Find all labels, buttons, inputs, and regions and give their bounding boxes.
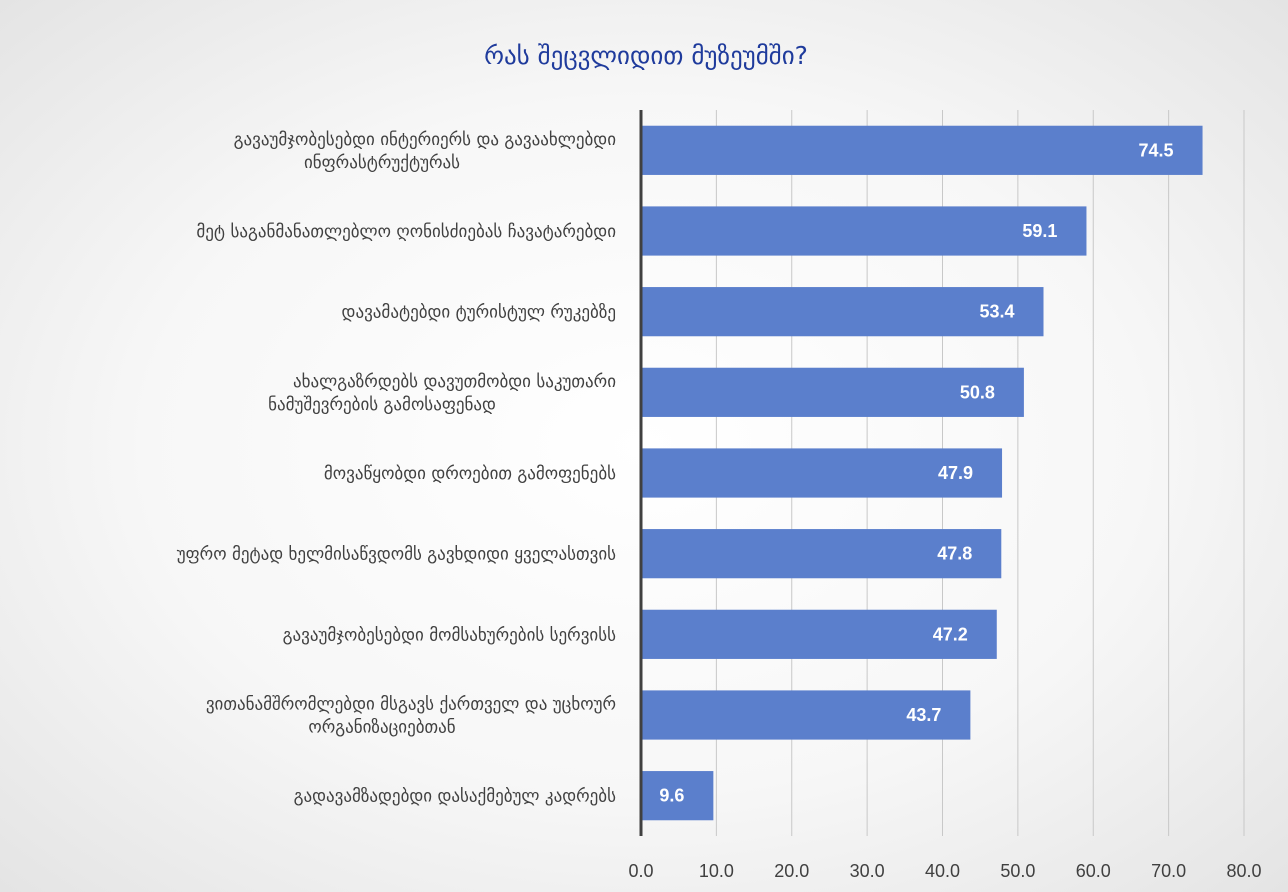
category-label: დავამატებდი ტურისტულ რუკებზე [342,303,616,323]
x-tick-label: 20.0 [774,861,809,881]
category-label: ვითანამშრომლებდი მსგავს ქართველ და უცხოუ… [206,695,616,715]
category-label: მეტ საგანმანათლებლო ღონისძიებას ჩავატარე… [196,222,616,242]
x-tick-label: 80.0 [1226,861,1261,881]
data-label: 43.7 [906,705,941,725]
category-label: ახალგაზრდებს დავუთმობდი საკუთარი [293,372,616,392]
category-label: უფრო მეტად ხელმისაწვდომს გავხდიდი ყველას… [177,545,616,565]
data-label: 74.5 [1138,140,1173,160]
category-label: ნამუშევრების გამოსაფენად [268,395,496,415]
bar [641,125,1203,175]
category-label: გავაუმჯობესებდი ინტერიერს და გავაახლებდი [234,130,616,150]
x-tick-label: 50.0 [1000,861,1035,881]
bar [641,609,997,659]
data-label: 47.8 [937,544,972,564]
x-tick-label: 60.0 [1076,861,1111,881]
data-label: 50.8 [960,382,995,402]
data-label: 9.6 [659,786,684,806]
x-tick-label: 30.0 [850,861,885,881]
category-label: გავაუმჯობესებდი მომსახურების სერვისს [283,625,616,645]
category-label: მოვაწყობდი დროებით გამოფენებს [324,464,616,484]
data-label: 47.2 [933,624,968,644]
bar [641,771,714,821]
x-tick-label: 0.0 [628,861,653,881]
category-label: ინფრასტრუქტურას [304,153,460,173]
bar [641,529,1002,579]
data-label: 59.1 [1022,221,1057,241]
bar [641,206,1087,256]
x-tick-label: 70.0 [1151,861,1186,881]
bar [641,287,1044,337]
data-label: 47.9 [938,463,973,483]
bars: 74.5 59.1 53.4 50.8 47.9 47.8 47.2 43.7 9.6 [641,125,1203,821]
x-axis-tick-labels: 0.0 10.0 20.0 30.0 40.0 50.0 60.0 70.0 80.0 [628,861,1261,881]
bar [641,448,1003,498]
category-label: გადავამზადებდი დასაქმებულ კადრებს [294,787,616,807]
x-tick-label: 40.0 [925,861,960,881]
x-tick-label: 10.0 [699,861,734,881]
category-labels: გავაუმჯობესებდი ინტერიერს და გავაახლებდი… [177,130,616,807]
chart-title: რას შეცვლიდით მუზეუმში? [484,41,808,70]
category-label: ორგანიზაციებთან [308,718,455,738]
data-label: 53.4 [979,302,1014,322]
bar [641,690,971,740]
bar [641,367,1024,417]
